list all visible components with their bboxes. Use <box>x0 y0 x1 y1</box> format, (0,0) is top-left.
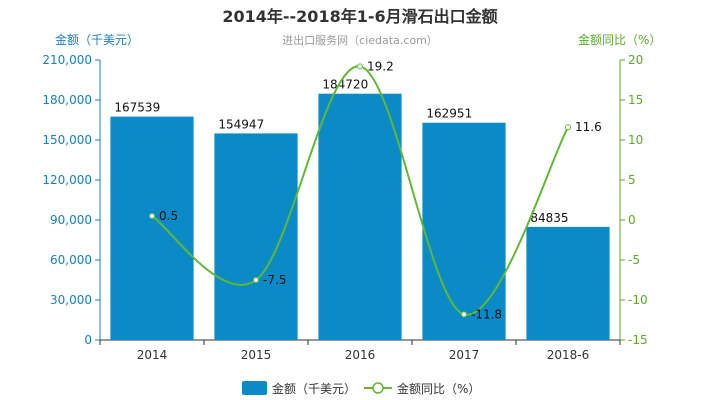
line-value-label: 0.5 <box>159 209 178 223</box>
right-axis: -15 -10 -5 0 5 10 15 20 <box>619 53 648 347</box>
chart-subtitle: 进出口服务网（ciedata.com） <box>282 33 438 47</box>
legend-swatch-marker <box>372 382 384 394</box>
legend-swatch-bar <box>242 381 267 395</box>
left-axis-tick-label: 180,000 <box>42 93 92 107</box>
right-axis-tick-label: 5 <box>628 173 636 187</box>
x-axis-tick-label: 2017 <box>449 348 480 362</box>
left-axis-tick-label: 120,000 <box>42 173 92 187</box>
legend-label-bar: 金额（千美元） <box>272 381 356 396</box>
legend: 金额（千美元） 金额同比（%） <box>242 381 480 396</box>
line-value-label: 19.2 <box>367 59 394 73</box>
line-point <box>565 124 571 131</box>
bar-value-label: 167539 <box>114 101 160 115</box>
line-point <box>357 63 363 70</box>
line-series-path <box>151 65 569 316</box>
line-series: 0.5 -7.5 19.2 -11.8 11.6 <box>149 59 602 321</box>
x-axis-tick-label: 2015 <box>241 348 272 362</box>
right-axis-tick-label: 20 <box>628 53 643 67</box>
right-axis-tick-label: -10 <box>628 293 648 307</box>
left-axis-tick-label: 0 <box>84 333 92 347</box>
chart-title: 2014年--2018年1-6月滑石出口金额 <box>222 7 497 26</box>
bar-value-label: 154947 <box>218 117 264 131</box>
left-axis-tick-label: 60,000 <box>50 253 92 267</box>
left-axis-title: 金额（千美元） <box>55 32 139 47</box>
bar-value-label: 84835 <box>530 211 568 225</box>
line-point <box>461 311 467 318</box>
right-axis-tick-label: 0 <box>628 213 636 227</box>
bar-value-label: 162951 <box>426 107 472 121</box>
bar <box>318 93 402 340</box>
bar <box>110 116 194 340</box>
left-axis-tick-label: 30,000 <box>50 293 92 307</box>
legend-label-line: 金额同比（%） <box>397 381 480 396</box>
left-axis-tick-label: 210,000 <box>42 53 92 67</box>
right-axis-tick-label: -15 <box>628 333 648 347</box>
left-axis-tick-label: 150,000 <box>42 133 92 147</box>
left-axis-tick-label: 90,000 <box>50 213 92 227</box>
right-axis-tick-label: -5 <box>628 253 640 267</box>
x-axis: 2014 2015 2016 2017 2018-6 <box>99 339 621 362</box>
x-axis-tick-label: 2014 <box>137 348 168 362</box>
line-point <box>253 277 259 283</box>
bar <box>526 226 610 340</box>
x-axis-tick-label: 2016 <box>345 348 376 362</box>
right-axis-tick-label: 15 <box>628 93 643 107</box>
left-axis: 0 30,000 60,000 90,000 120,000 150,000 180,000… <box>42 53 101 347</box>
line-value-label: -11.8 <box>471 307 502 321</box>
bar-series: 167539 154947 184720 162951 84835 <box>110 78 610 341</box>
x-axis-tick-label: 2018-6 <box>547 348 590 362</box>
right-axis-tick-label: 10 <box>628 133 643 147</box>
line-value-label: 11.6 <box>575 120 602 134</box>
bar <box>214 133 298 340</box>
right-axis-title: 金额同比（%） <box>578 32 661 47</box>
line-value-label: -7.5 <box>263 273 286 287</box>
bar <box>422 122 506 341</box>
bar-value-label: 184720 <box>322 78 368 92</box>
line-point <box>149 213 155 219</box>
